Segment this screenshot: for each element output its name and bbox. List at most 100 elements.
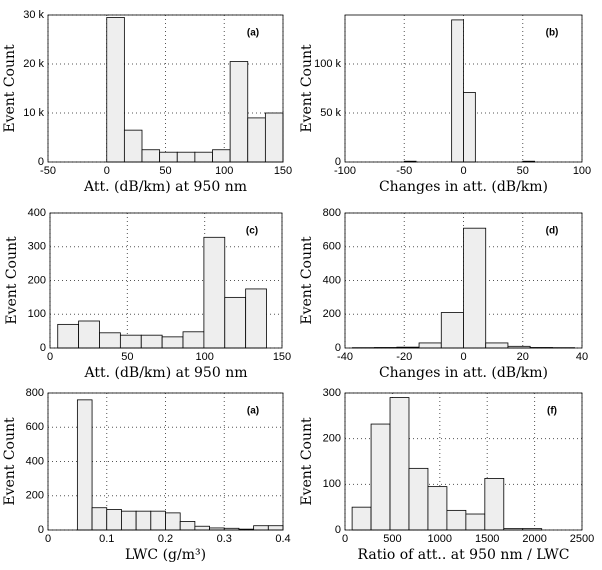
panel-label: (a) xyxy=(247,28,259,39)
bar xyxy=(91,507,108,531)
bar xyxy=(182,331,205,349)
bar xyxy=(427,486,448,531)
bar xyxy=(465,513,486,531)
x-tick-label: -50 xyxy=(40,165,56,177)
y-tick-label: 800 xyxy=(26,387,44,399)
x-tick-label: 50 xyxy=(517,165,529,177)
bar xyxy=(140,334,163,349)
panel-label: (c) xyxy=(246,226,258,237)
x-tick-label: 20 xyxy=(517,351,529,363)
panel-label: (f) xyxy=(547,406,557,417)
bar xyxy=(484,477,505,531)
y-tick-label: 0 xyxy=(335,524,341,536)
x-tick-label: 0 xyxy=(45,533,51,545)
bar xyxy=(203,236,226,349)
y-tick-label: 50 k xyxy=(320,107,341,119)
y-axis-label: Event Count xyxy=(4,236,20,325)
bar xyxy=(119,334,142,349)
bar xyxy=(194,525,210,531)
x-axis-label: LWC (g/m³) xyxy=(125,547,206,563)
y-tick-label: 200 xyxy=(323,308,341,320)
bar xyxy=(389,397,410,531)
bar xyxy=(370,423,391,531)
x-tick-label: 2000 xyxy=(522,533,546,545)
y-tick-label: 20 k xyxy=(23,58,44,70)
y-tick-label: 400 xyxy=(28,207,46,219)
bar xyxy=(451,19,464,163)
bar xyxy=(165,512,181,531)
y-tick-label: 0 xyxy=(335,156,341,168)
bar xyxy=(135,510,152,531)
plot-frame xyxy=(344,14,583,163)
bar xyxy=(229,61,249,163)
panel-label: (d) xyxy=(546,226,559,237)
y-tick-label: 300 xyxy=(28,241,46,253)
bar xyxy=(57,323,80,349)
bar xyxy=(78,320,100,349)
x-tick-label: 50 xyxy=(121,351,133,363)
bar xyxy=(418,342,442,349)
x-tick-label: 0.1 xyxy=(99,533,114,545)
bar xyxy=(440,312,464,349)
bar xyxy=(408,467,429,531)
bar xyxy=(194,151,213,163)
y-tick-label: 100 xyxy=(323,478,341,490)
bar xyxy=(159,151,178,163)
x-tick-label: 40 xyxy=(576,351,588,363)
plot-frame xyxy=(47,14,284,163)
bar xyxy=(121,510,137,531)
x-tick-label: 1500 xyxy=(475,533,499,545)
y-tick-label: 0 xyxy=(335,342,341,354)
x-tick-label: -100 xyxy=(334,165,356,177)
bar xyxy=(76,399,93,531)
bar xyxy=(245,288,267,349)
bar xyxy=(247,117,266,163)
y-axis-label: Event Count xyxy=(299,417,315,506)
y-tick-label: 100 xyxy=(28,308,46,320)
bar xyxy=(106,17,125,163)
bar xyxy=(224,296,247,349)
x-tick-label: 150 xyxy=(273,351,291,363)
bar xyxy=(176,151,196,163)
plot-frame xyxy=(47,392,284,531)
bar xyxy=(253,525,269,531)
x-tick-label: 0 xyxy=(460,165,466,177)
y-tick-label: 10 k xyxy=(23,107,44,119)
y-tick-label: 0 xyxy=(38,524,44,536)
y-axis-label: Event Count xyxy=(2,44,18,133)
x-tick-label: 0 xyxy=(104,165,110,177)
bar xyxy=(264,112,284,163)
x-tick-label: 100 xyxy=(573,165,591,177)
plot-frame xyxy=(344,392,583,531)
y-tick-label: 200 xyxy=(323,433,341,445)
y-axis-label: Event Count xyxy=(299,44,315,133)
x-axis-label: Changes in att. (dB/km) xyxy=(379,179,548,195)
x-tick-label: 0.3 xyxy=(217,533,232,545)
y-tick-label: 100 k xyxy=(314,58,341,70)
x-tick-label: 1000 xyxy=(428,533,452,545)
x-tick-label: 100 xyxy=(215,165,233,177)
x-tick-label: -40 xyxy=(337,351,353,363)
x-tick-label: 0 xyxy=(342,533,348,545)
bar xyxy=(446,509,467,531)
y-tick-label: 200 xyxy=(26,490,44,502)
bar xyxy=(267,525,284,531)
x-tick-label: 2500 xyxy=(570,533,594,545)
y-tick-label: 200 xyxy=(28,274,46,286)
bar xyxy=(99,332,121,349)
x-tick-label: 100 xyxy=(195,351,213,363)
x-axis-label: Att. (dB/km) at 950 nm xyxy=(83,179,247,195)
y-tick-label: 300 xyxy=(323,387,341,399)
y-tick-label: 400 xyxy=(26,455,44,467)
x-tick-label: 0 xyxy=(47,351,53,363)
panel-label: (b) xyxy=(546,28,559,39)
x-axis-label: Ratio of att.. at 950 nm / LWC xyxy=(358,547,570,563)
x-axis-label: Changes in att. (dB/km) xyxy=(379,365,548,381)
plot-frame xyxy=(49,212,283,349)
x-tick-label: 0.4 xyxy=(275,533,290,545)
bar xyxy=(123,129,143,163)
bar xyxy=(150,510,166,531)
y-tick-label: 800 xyxy=(323,207,341,219)
y-axis-label: Event Count xyxy=(2,417,18,506)
